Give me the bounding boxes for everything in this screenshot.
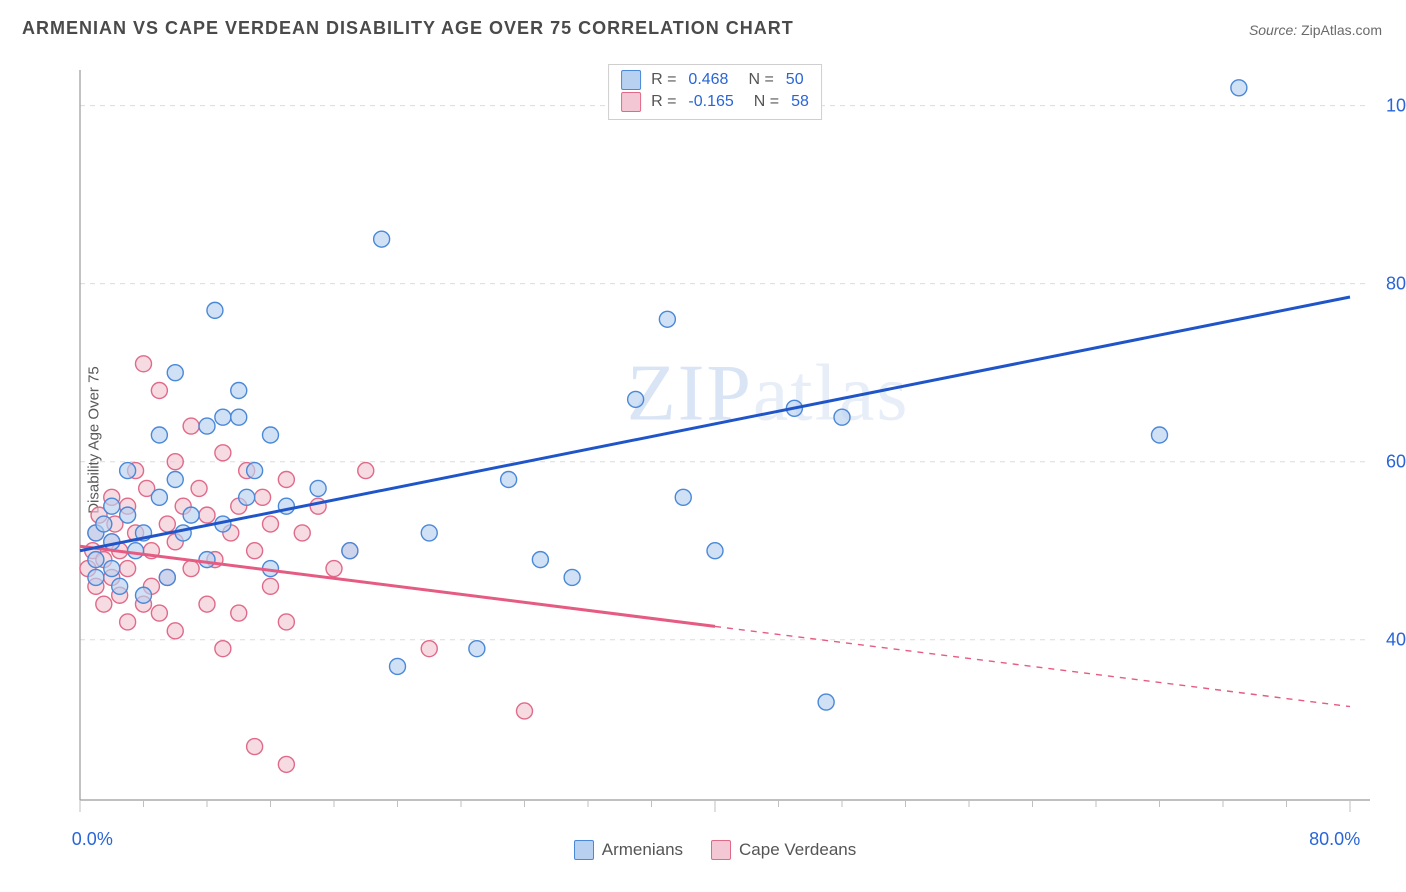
y-tick-label: 100.0% <box>1386 95 1406 116</box>
swatch-armenians-bottom <box>574 840 594 860</box>
source-name: ZipAtlas.com <box>1301 22 1382 38</box>
legend-row-armenians: R = 0.468 N = 50 <box>621 69 809 91</box>
n-value-cape: 58 <box>791 91 809 113</box>
y-tick-label: 80.0% <box>1386 273 1406 294</box>
legend-label-capeverdeans: Cape Verdeans <box>739 840 856 860</box>
source-credit: Source: ZipAtlas.com <box>1249 22 1382 38</box>
n-label-cape: N = <box>754 91 779 113</box>
r-value-cape: -0.165 <box>688 91 733 113</box>
swatch-capeverdeans-bottom <box>711 840 731 860</box>
r-label-cape: R = <box>651 91 676 113</box>
y-tick-label: 40.0% <box>1386 629 1406 650</box>
r-value-arm: 0.468 <box>688 69 728 91</box>
chart-title: ARMENIAN VS CAPE VERDEAN DISABILITY AGE … <box>22 18 794 39</box>
plot-area: Disability Age Over 75 ZIPatlas R = 0.46… <box>50 60 1380 820</box>
scatter-chart-svg <box>50 60 1380 820</box>
legend-label-armenians: Armenians <box>602 840 683 860</box>
source-prefix: Source: <box>1249 22 1301 38</box>
legend-item-capeverdeans: Cape Verdeans <box>711 840 856 860</box>
legend-item-armenians: Armenians <box>574 840 683 860</box>
swatch-armenians <box>621 70 641 90</box>
n-label-arm: N = <box>748 69 773 91</box>
legend-row-capeverdeans: R = -0.165 N = 58 <box>621 91 809 113</box>
correlation-legend: R = 0.468 N = 50 R = -0.165 N = 58 <box>608 64 822 120</box>
series-legend: Armenians Cape Verdeans <box>50 840 1380 860</box>
y-tick-label: 60.0% <box>1386 451 1406 472</box>
swatch-capeverdeans <box>621 92 641 112</box>
n-value-arm: 50 <box>786 69 804 91</box>
r-label-arm: R = <box>651 69 676 91</box>
